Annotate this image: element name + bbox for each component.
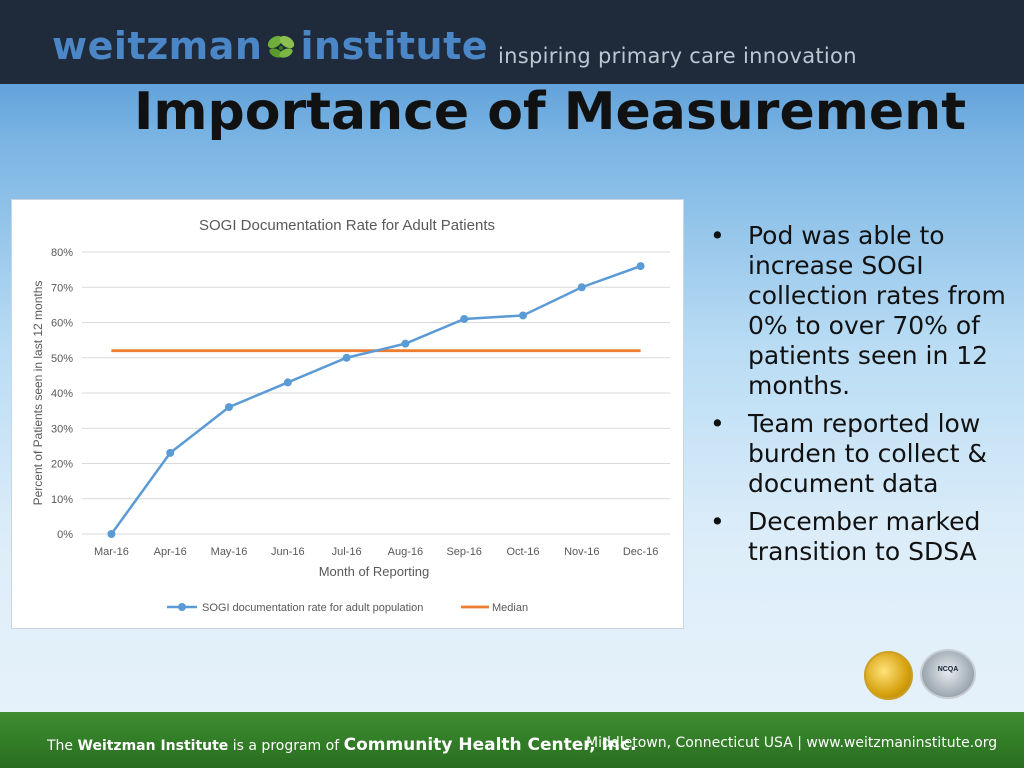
tagline: inspiring primary care innovation bbox=[498, 44, 857, 68]
x-tick-label: Apr-16 bbox=[154, 546, 187, 558]
footer-mid: is a program of bbox=[232, 738, 340, 754]
footer-contact: Middletown, Connecticut USA | www.weitzm… bbox=[586, 735, 998, 751]
sogi-rate-line bbox=[110, 264, 642, 535]
bullet-dot-icon: • bbox=[710, 221, 725, 250]
data-point bbox=[283, 378, 292, 387]
data-point bbox=[460, 314, 469, 323]
ncqa-seal-label: NCQA bbox=[937, 666, 959, 673]
chart-legend: SOGI documentation rate for adult popula… bbox=[167, 602, 528, 614]
footer-chc-name: Community Health Center, Inc. bbox=[343, 735, 637, 755]
y-axis-label: Percent of Patients seen in last 12 mont… bbox=[31, 281, 45, 506]
y-tick-label: 80% bbox=[51, 247, 73, 259]
x-axis-label: Month of Reporting bbox=[319, 564, 430, 579]
footer-bar: The Weitzman Institute is a program of C… bbox=[0, 712, 1024, 768]
data-point bbox=[636, 262, 645, 271]
y-tick-label: 30% bbox=[51, 423, 73, 435]
bullet-list: • Pod was able to increase SOGI collectio… bbox=[706, 221, 1016, 575]
y-tick-label: 20% bbox=[51, 459, 73, 471]
data-point bbox=[166, 448, 175, 457]
legend-label-median: Median bbox=[492, 602, 528, 614]
slide-title: Importance of Measurement bbox=[134, 82, 967, 142]
data-point bbox=[107, 530, 116, 538]
footer-program-text: The Weitzman Institute is a program of C… bbox=[47, 735, 637, 755]
chart-title: SOGI Documentation Rate for Adult Patien… bbox=[199, 217, 495, 234]
data-point bbox=[577, 283, 586, 292]
bullet-dot-icon: • bbox=[710, 409, 725, 438]
bullet-text: Pod was able to increase SOGI collection… bbox=[748, 221, 1006, 400]
footer-prefix: The bbox=[47, 738, 74, 754]
gold-seal-icon bbox=[864, 651, 913, 700]
data-point bbox=[342, 353, 351, 362]
legend-label-sogi: SOGI documentation rate for adult popula… bbox=[202, 602, 423, 614]
ncqa-seal-icon: NCQA bbox=[920, 649, 976, 699]
data-point bbox=[401, 339, 410, 348]
leaf-icon bbox=[268, 35, 295, 58]
bullet-item: • December marked transition to SDSA bbox=[706, 507, 1016, 567]
x-tick-label: May-16 bbox=[211, 546, 248, 558]
line-chart: SOGI Documentation Rate for Adult Patien… bbox=[31, 217, 670, 614]
data-point bbox=[519, 311, 527, 320]
chart-gridlines bbox=[82, 251, 670, 535]
bullet-text: Team reported low burden to collect & do… bbox=[748, 409, 987, 498]
chart-card: SOGI Documentation Rate for Adult Patien… bbox=[11, 199, 684, 629]
x-tick-label: Dec-16 bbox=[623, 546, 658, 558]
footer-org-name: Weitzman Institute bbox=[77, 738, 229, 754]
legend-marker-sogi bbox=[178, 603, 186, 611]
bullet-dot-icon: • bbox=[710, 507, 725, 536]
header-bar: weitzman institute inspiring primary car… bbox=[0, 0, 1024, 84]
bullet-text: December marked transition to SDSA bbox=[748, 507, 981, 566]
x-tick-label: Oct-16 bbox=[506, 546, 539, 558]
x-tick-label: Nov-16 bbox=[564, 546, 599, 558]
x-tick-label: Jun-16 bbox=[271, 546, 305, 558]
y-tick-label: 10% bbox=[51, 494, 73, 506]
x-tick-label: Sep-16 bbox=[446, 546, 481, 558]
y-tick-label: 50% bbox=[51, 353, 73, 365]
x-tick-label: Mar-16 bbox=[94, 546, 129, 558]
logo-text-institute: institute bbox=[300, 24, 489, 68]
bullet-item: • Team reported low burden to collect & d… bbox=[706, 409, 1016, 499]
y-tick-label: 0% bbox=[57, 529, 73, 541]
y-tick-label: 60% bbox=[51, 318, 73, 330]
y-axis-ticks: 0% 10% 20% 30% 40% 50% 60% 70% 80% bbox=[51, 247, 73, 541]
y-tick-label: 70% bbox=[51, 282, 73, 294]
x-tick-label: Jul-16 bbox=[332, 546, 362, 558]
weitzman-logo: weitzman institute bbox=[52, 24, 489, 68]
logo-text-weitzman: weitzman bbox=[52, 24, 263, 68]
x-tick-label: Aug-16 bbox=[388, 546, 423, 558]
y-tick-label: 40% bbox=[51, 388, 73, 400]
x-axis-ticks: Mar-16 Apr-16 May-16 Jun-16 Jul-16 Aug-16 Sep-… bbox=[94, 546, 658, 558]
chart-series bbox=[107, 262, 645, 538]
bullet-item: • Pod was able to increase SOGI collectio… bbox=[706, 221, 1016, 401]
data-point bbox=[225, 403, 233, 412]
